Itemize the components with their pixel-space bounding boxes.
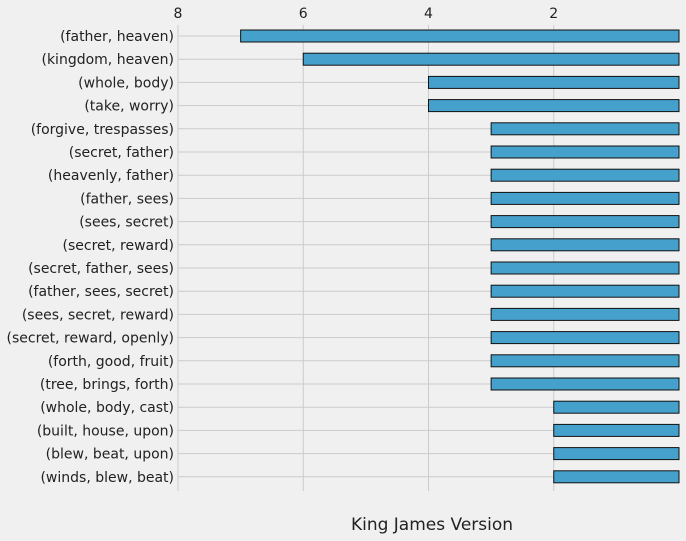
category-label: (father, sees) bbox=[80, 191, 174, 207]
bar bbox=[490, 122, 680, 136]
category-label: (father, heaven) bbox=[60, 29, 174, 45]
category-label: (secret, father, sees) bbox=[28, 261, 174, 277]
bar bbox=[490, 261, 680, 275]
x-tick-label: 2 bbox=[549, 6, 558, 22]
bar bbox=[490, 354, 680, 368]
bar bbox=[490, 307, 680, 321]
category-label: (secret, father) bbox=[69, 145, 174, 161]
bar bbox=[490, 191, 680, 205]
bar bbox=[428, 75, 680, 89]
x-tick-label: 6 bbox=[299, 6, 308, 22]
category-label: (winds, blew, beat) bbox=[40, 470, 174, 486]
x-axis-ticks: 8 6 4 2 bbox=[174, 6, 559, 22]
category-label: (heavenly, father) bbox=[48, 168, 174, 184]
category-labels: (father, heaven) (kingdom, heaven) (whole,… bbox=[7, 29, 174, 486]
category-label: (father, sees, secret) bbox=[28, 284, 174, 300]
category-label: (forth, good, fruit) bbox=[48, 354, 174, 370]
category-label: (take, worry) bbox=[84, 99, 174, 115]
bar bbox=[553, 470, 680, 484]
bar bbox=[490, 215, 680, 229]
category-label: (tree, brings, forth) bbox=[40, 377, 174, 393]
bar bbox=[302, 52, 680, 66]
x-tick-label: 8 bbox=[174, 6, 183, 22]
bar bbox=[553, 423, 680, 437]
bar bbox=[490, 145, 680, 159]
category-label: (secret, reward, openly) bbox=[7, 331, 174, 347]
bar bbox=[240, 29, 680, 43]
bar bbox=[553, 447, 680, 461]
bars bbox=[240, 29, 680, 484]
bar bbox=[490, 377, 680, 391]
x-tick-label: 4 bbox=[424, 6, 433, 22]
bar bbox=[490, 238, 680, 252]
category-label: (secret, reward) bbox=[63, 238, 174, 254]
bar bbox=[490, 284, 680, 298]
category-label: (blew, beat, upon) bbox=[46, 447, 174, 463]
category-label: (built, house, upon) bbox=[37, 423, 174, 439]
x-axis-label: King James Version bbox=[351, 515, 513, 535]
bar bbox=[490, 331, 680, 345]
bar bbox=[490, 168, 680, 182]
category-label: (kingdom, heaven) bbox=[41, 52, 174, 68]
bar bbox=[428, 99, 680, 113]
category-label: (forgive, trespasses) bbox=[31, 122, 174, 138]
bar bbox=[553, 400, 680, 414]
category-label: (whole, body, cast) bbox=[40, 400, 174, 416]
category-label: (sees, secret, reward) bbox=[22, 307, 174, 323]
category-label: (sees, secret) bbox=[79, 215, 174, 231]
category-label: (whole, body) bbox=[78, 75, 174, 91]
